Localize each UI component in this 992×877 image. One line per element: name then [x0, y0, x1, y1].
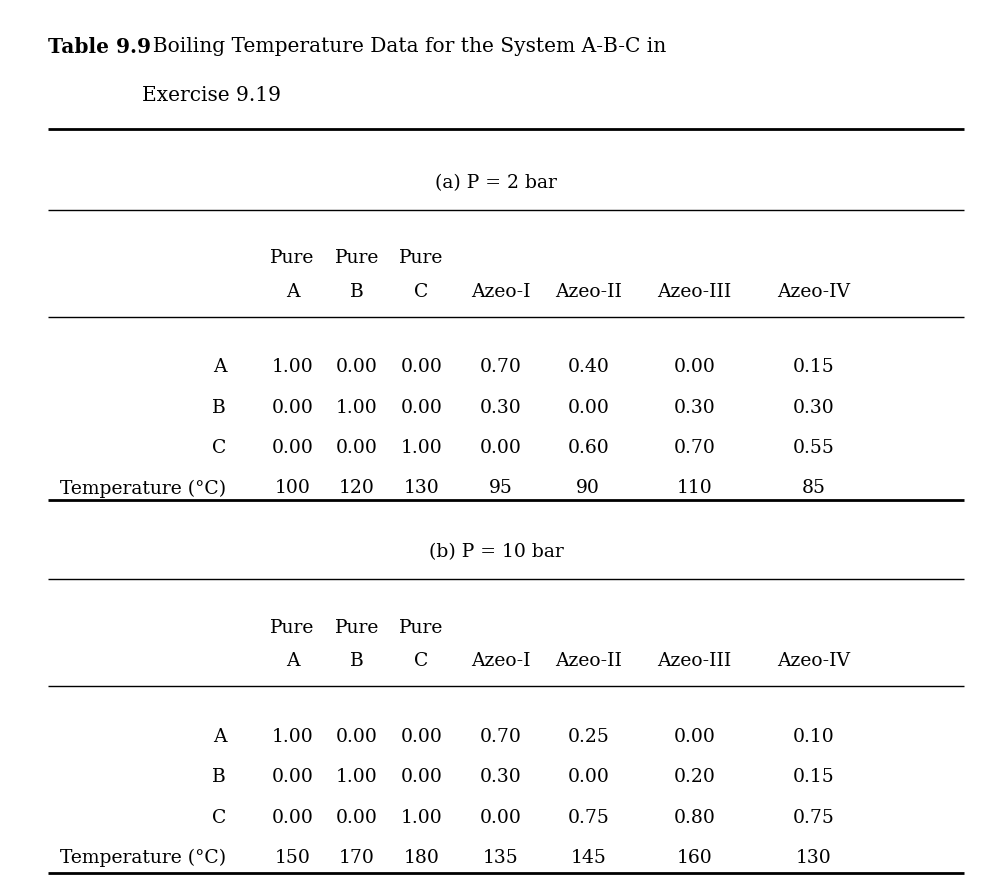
Text: A: A	[286, 282, 300, 301]
Text: 0.00: 0.00	[480, 438, 522, 457]
Text: 145: 145	[570, 848, 606, 866]
Text: 95: 95	[489, 479, 513, 497]
Text: Azeo-IV: Azeo-IV	[777, 652, 850, 670]
Text: 1.00: 1.00	[272, 727, 313, 745]
Text: 0.00: 0.00	[401, 727, 442, 745]
Text: Azeo-I: Azeo-I	[471, 282, 531, 301]
Text: 0.40: 0.40	[567, 358, 609, 376]
Text: 0.30: 0.30	[674, 398, 715, 417]
Text: Table 9.9: Table 9.9	[48, 37, 151, 57]
Text: B: B	[350, 282, 364, 301]
Text: 135: 135	[483, 848, 519, 866]
Text: 150: 150	[275, 848, 310, 866]
Text: A: A	[212, 727, 226, 745]
Text: 160: 160	[677, 848, 712, 866]
Text: 0.30: 0.30	[793, 398, 834, 417]
Text: 1.00: 1.00	[336, 767, 378, 786]
Text: 1.00: 1.00	[401, 438, 442, 457]
Text: B: B	[212, 767, 226, 786]
Text: Temperature (°C): Temperature (°C)	[61, 479, 226, 497]
Text: 110: 110	[677, 479, 712, 497]
Text: Exercise 9.19: Exercise 9.19	[142, 86, 281, 105]
Text: Azeo-III: Azeo-III	[658, 652, 731, 670]
Text: 0.30: 0.30	[480, 767, 522, 786]
Text: 0.80: 0.80	[674, 808, 715, 826]
Text: C: C	[212, 808, 226, 826]
Text: C: C	[415, 652, 429, 670]
Text: 0.00: 0.00	[272, 808, 313, 826]
Text: 0.00: 0.00	[336, 358, 378, 376]
Text: 0.55: 0.55	[793, 438, 834, 457]
Text: 130: 130	[404, 479, 439, 497]
Text: 0.00: 0.00	[272, 767, 313, 786]
Text: 0.75: 0.75	[567, 808, 609, 826]
Text: 85: 85	[802, 479, 825, 497]
Text: C: C	[415, 282, 429, 301]
Text: Azeo-IV: Azeo-IV	[777, 282, 850, 301]
Text: 0.00: 0.00	[336, 808, 378, 826]
Text: 0.00: 0.00	[567, 398, 609, 417]
Text: 0.75: 0.75	[793, 808, 834, 826]
Text: Pure: Pure	[335, 618, 379, 637]
Text: A: A	[286, 652, 300, 670]
Text: 90: 90	[576, 479, 600, 497]
Text: 0.15: 0.15	[793, 767, 834, 786]
Text: Pure: Pure	[271, 249, 314, 267]
Text: Azeo-II: Azeo-II	[555, 652, 622, 670]
Text: B: B	[350, 652, 364, 670]
Text: 1.00: 1.00	[336, 398, 378, 417]
Text: 0.00: 0.00	[674, 358, 715, 376]
Text: 0.70: 0.70	[480, 727, 522, 745]
Text: 0.00: 0.00	[401, 358, 442, 376]
Text: 0.00: 0.00	[401, 398, 442, 417]
Text: Temperature (°C): Temperature (°C)	[61, 848, 226, 866]
Text: 0.00: 0.00	[272, 398, 313, 417]
Text: A: A	[212, 358, 226, 376]
Text: 100: 100	[275, 479, 310, 497]
Text: (a) P = 2 bar: (a) P = 2 bar	[435, 174, 557, 192]
Text: 1.00: 1.00	[401, 808, 442, 826]
Text: 0.70: 0.70	[480, 358, 522, 376]
Text: Azeo-II: Azeo-II	[555, 282, 622, 301]
Text: 0.70: 0.70	[674, 438, 715, 457]
Text: Pure: Pure	[271, 618, 314, 637]
Text: (b) P = 10 bar: (b) P = 10 bar	[429, 543, 563, 561]
Text: 0.00: 0.00	[401, 767, 442, 786]
Text: 0.00: 0.00	[336, 727, 378, 745]
Text: Pure: Pure	[335, 249, 379, 267]
Text: 130: 130	[796, 848, 831, 866]
Text: Boiling Temperature Data for the System A-B-C in: Boiling Temperature Data for the System …	[140, 37, 666, 56]
Text: 180: 180	[404, 848, 439, 866]
Text: 0.30: 0.30	[480, 398, 522, 417]
Text: 0.20: 0.20	[674, 767, 715, 786]
Text: B: B	[212, 398, 226, 417]
Text: 0.00: 0.00	[674, 727, 715, 745]
Text: Pure: Pure	[400, 618, 443, 637]
Text: C: C	[212, 438, 226, 457]
Text: 170: 170	[339, 848, 375, 866]
Text: 0.00: 0.00	[336, 438, 378, 457]
Text: Azeo-I: Azeo-I	[471, 652, 531, 670]
Text: 0.00: 0.00	[272, 438, 313, 457]
Text: Pure: Pure	[400, 249, 443, 267]
Text: Azeo-III: Azeo-III	[658, 282, 731, 301]
Text: 0.60: 0.60	[567, 438, 609, 457]
Text: 0.15: 0.15	[793, 358, 834, 376]
Text: 1.00: 1.00	[272, 358, 313, 376]
Text: 0.10: 0.10	[793, 727, 834, 745]
Text: 0.25: 0.25	[567, 727, 609, 745]
Text: 0.00: 0.00	[567, 767, 609, 786]
Text: 120: 120	[339, 479, 375, 497]
Text: 0.00: 0.00	[480, 808, 522, 826]
